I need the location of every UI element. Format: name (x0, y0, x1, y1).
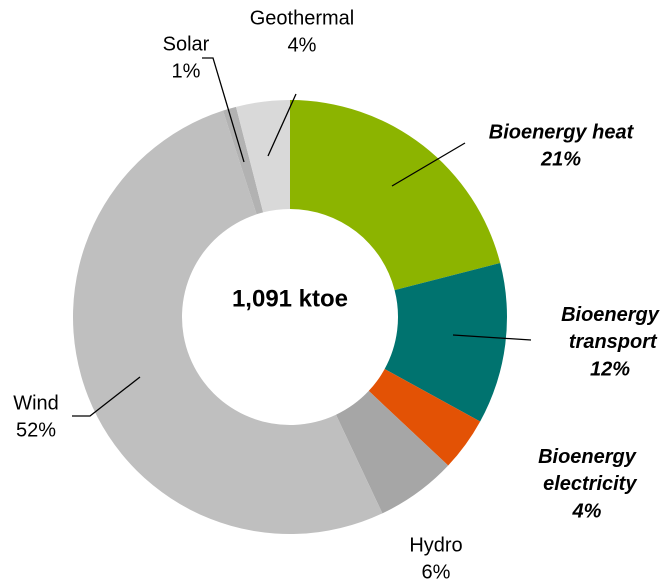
category-label: Wind (13, 392, 59, 414)
leader-line (72, 376, 141, 417)
value-label: 21% (540, 148, 581, 170)
leader-line (391, 142, 466, 187)
category-label: Bioenergy heat (489, 121, 635, 143)
donut-segment (290, 100, 501, 291)
donut-segment (384, 263, 507, 422)
leader-line (267, 93, 297, 157)
donut-segment (335, 390, 449, 514)
value-label: 6% (422, 561, 451, 582)
category-label: Geothermal (250, 7, 355, 29)
category-label: Bioenergy transport (561, 304, 660, 353)
value-label: 4% (288, 34, 317, 56)
value-label: 12% (590, 358, 630, 380)
category-label: Hydro (409, 534, 462, 556)
category-label: Solar (163, 33, 210, 55)
value-label: 1% (172, 60, 201, 82)
value-label: 4% (572, 500, 602, 522)
center-label: 1,091 ktoe (232, 285, 348, 312)
donut-segment (236, 100, 290, 213)
donut-segment (73, 110, 383, 535)
value-label: 52% (16, 419, 56, 441)
leader-line (452, 334, 532, 341)
donut-segment (368, 369, 481, 466)
leader-line (202, 57, 245, 163)
category-label: Bioenergy electricity (538, 446, 638, 495)
